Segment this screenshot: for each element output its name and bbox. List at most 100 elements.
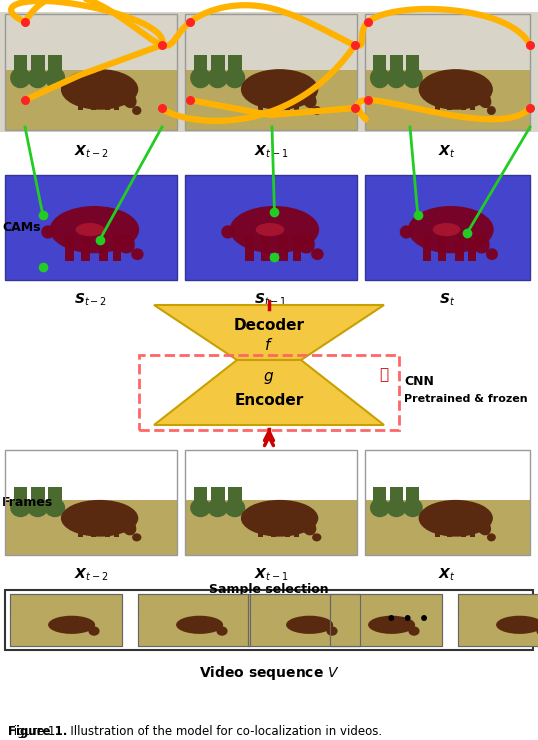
- Bar: [435, 517, 440, 537]
- Ellipse shape: [45, 498, 65, 517]
- Text: $\boldsymbol{X}_{t}$: $\boldsymbol{X}_{t}$: [438, 567, 456, 583]
- Bar: [468, 235, 476, 261]
- Ellipse shape: [286, 616, 333, 634]
- Bar: [138, 617, 250, 646]
- Bar: [10, 621, 122, 642]
- Bar: [458, 594, 538, 646]
- Ellipse shape: [486, 248, 498, 260]
- Polygon shape: [154, 360, 384, 425]
- Text: CNN: CNN: [404, 375, 434, 388]
- Ellipse shape: [221, 226, 235, 238]
- Ellipse shape: [386, 498, 406, 517]
- Bar: [373, 55, 386, 78]
- Polygon shape: [154, 305, 384, 360]
- Bar: [77, 87, 83, 110]
- Bar: [248, 617, 360, 646]
- Ellipse shape: [131, 248, 144, 260]
- Bar: [228, 487, 242, 508]
- Bar: [470, 87, 475, 110]
- Bar: [13, 55, 27, 78]
- Bar: [261, 235, 270, 261]
- Bar: [294, 87, 299, 110]
- Ellipse shape: [190, 67, 211, 88]
- Text: • • •: • • •: [386, 611, 430, 629]
- Bar: [5, 590, 533, 650]
- Text: Encoder: Encoder: [235, 393, 303, 408]
- Ellipse shape: [10, 498, 31, 517]
- Ellipse shape: [302, 519, 316, 536]
- Bar: [185, 175, 357, 280]
- Ellipse shape: [370, 498, 390, 517]
- Bar: [279, 235, 288, 261]
- Ellipse shape: [477, 519, 491, 535]
- Text: $f$: $f$: [264, 337, 274, 352]
- Bar: [99, 235, 108, 261]
- Bar: [365, 508, 530, 555]
- Bar: [330, 594, 442, 646]
- Bar: [406, 55, 420, 78]
- Bar: [458, 594, 538, 646]
- Text: $\boldsymbol{X}_{t-2}$: $\boldsymbol{X}_{t-2}$: [74, 567, 108, 583]
- Bar: [13, 487, 27, 508]
- Ellipse shape: [487, 534, 496, 542]
- Ellipse shape: [132, 106, 141, 115]
- Bar: [458, 621, 538, 642]
- Bar: [112, 235, 121, 261]
- Bar: [390, 55, 403, 78]
- Ellipse shape: [370, 67, 390, 88]
- Text: $\boldsymbol{X}_{t-1}$: $\boldsymbol{X}_{t-1}$: [254, 567, 288, 583]
- Bar: [211, 55, 224, 78]
- Ellipse shape: [296, 234, 315, 254]
- Bar: [248, 621, 360, 642]
- Bar: [5, 450, 177, 555]
- Bar: [5, 500, 177, 555]
- Bar: [138, 594, 250, 646]
- Text: 🔒: 🔒: [379, 368, 388, 383]
- Text: $\boldsymbol{S}_{t-1}$: $\boldsymbol{S}_{t-1}$: [254, 292, 287, 309]
- Bar: [48, 55, 62, 78]
- Ellipse shape: [27, 498, 48, 517]
- Bar: [5, 70, 177, 130]
- Ellipse shape: [132, 534, 141, 542]
- Text: $\boldsymbol{S}_{t}$: $\boldsymbol{S}_{t}$: [439, 292, 455, 309]
- Bar: [48, 487, 62, 508]
- Bar: [330, 621, 442, 642]
- Bar: [365, 78, 530, 130]
- Bar: [91, 517, 96, 537]
- Bar: [423, 235, 431, 261]
- Bar: [139, 355, 399, 430]
- Text: Video sequence $V$: Video sequence $V$: [199, 664, 339, 682]
- Bar: [447, 517, 452, 537]
- Ellipse shape: [386, 67, 406, 88]
- Ellipse shape: [207, 498, 228, 517]
- Bar: [245, 235, 254, 261]
- Bar: [0, 12, 538, 132]
- Bar: [185, 450, 357, 555]
- Bar: [330, 617, 442, 646]
- Bar: [211, 487, 224, 508]
- Bar: [114, 87, 119, 110]
- Ellipse shape: [311, 248, 324, 260]
- Bar: [271, 87, 276, 110]
- Bar: [114, 517, 119, 537]
- Bar: [365, 70, 530, 130]
- Ellipse shape: [241, 69, 318, 110]
- Bar: [258, 517, 263, 537]
- Ellipse shape: [45, 67, 65, 88]
- Ellipse shape: [10, 67, 31, 88]
- Bar: [293, 235, 301, 261]
- Text: Sample selection: Sample selection: [209, 583, 329, 596]
- Ellipse shape: [224, 67, 245, 88]
- Ellipse shape: [327, 626, 338, 636]
- Ellipse shape: [477, 91, 491, 108]
- Bar: [447, 87, 452, 110]
- Bar: [138, 594, 250, 646]
- Bar: [65, 235, 74, 261]
- Bar: [5, 175, 177, 280]
- Bar: [31, 55, 45, 78]
- Bar: [185, 500, 357, 555]
- Ellipse shape: [496, 616, 538, 634]
- Ellipse shape: [117, 234, 135, 254]
- Ellipse shape: [241, 500, 318, 536]
- Text: $\boldsymbol{X}_{t}$: $\boldsymbol{X}_{t}$: [438, 144, 456, 161]
